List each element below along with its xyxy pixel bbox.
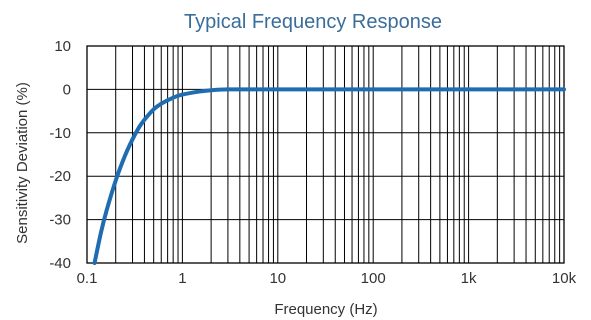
series-layer [92, 87, 566, 265]
x-tick-label: 100 [361, 270, 386, 287]
x-tick-label: 1k [461, 270, 477, 287]
x-tick-label: 0.1 [77, 270, 98, 287]
y-tick-label: -40 [49, 255, 71, 272]
x-tick-label: 1 [178, 270, 186, 287]
x-tick-label: 10k [552, 270, 577, 287]
chart-title: Typical Frequency Response [184, 11, 442, 33]
y-tick-label: 10 [54, 38, 71, 55]
grid [86, 45, 565, 264]
x-tick-label: 10 [269, 270, 286, 287]
y-tick-label: -10 [49, 125, 71, 142]
x-axis-label: Frequency (Hz) [274, 301, 377, 318]
y-tick-label: 0 [63, 81, 71, 98]
series-line-0 [92, 87, 566, 265]
y-tick-label: -20 [49, 168, 71, 185]
y-axis-label: Sensitivity Deviation (%) [14, 82, 31, 244]
plot-frame [86, 45, 565, 264]
y-tick-label: -30 [49, 212, 71, 229]
